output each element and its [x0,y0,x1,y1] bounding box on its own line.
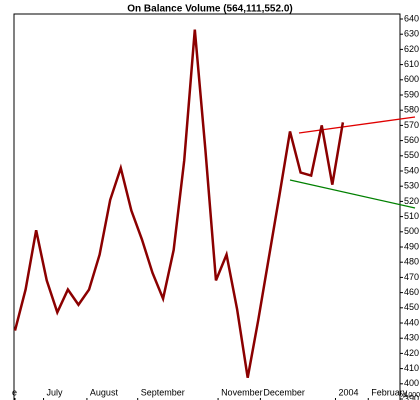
y-tick-label: 390 [404,393,419,400]
y-tick-label: 510 [404,211,419,221]
y-tick-label: 410 [404,363,419,373]
support-trendline [289,179,416,209]
y-tick-label: 530 [404,181,419,191]
y-tick-label: 590 [404,89,419,99]
x-tick-label: December [263,387,305,397]
y-tick-label: 480 [404,257,419,267]
y-tick-label: 450 [404,302,419,312]
x-tick-label: 2004 [338,387,358,397]
obv-line [13,29,345,378]
x-tick-label: e [12,387,17,397]
chart-title: On Balance Volume (564,111,552.0) [127,4,292,15]
y-tick-label: 610 [404,59,419,69]
y-unit-label: x1000 [401,392,420,399]
y-tick-label: 440 [404,317,419,327]
y-tick-label: 470 [404,272,419,282]
x-tick-label: August [90,387,119,397]
y-tick-label: 400 [404,378,419,388]
y-tick-label: 520 [404,196,419,206]
y-tick-label: 460 [404,287,419,297]
y-tick-label: 420 [404,348,419,358]
x-tick-label: February [371,387,408,397]
y-tick-label: 630 [404,29,419,39]
plot-frame [13,13,401,400]
y-tick-label: 620 [404,44,419,54]
y-tick-label: 580 [404,105,419,115]
y-tick-label: 540 [404,165,419,175]
resistance-trendline [298,116,416,134]
x-tick-label: July [47,387,64,397]
y-tick-label: 560 [404,135,419,145]
y-tick-label: 640 [404,13,419,23]
y-tick-label: 570 [404,120,419,130]
y-tick-label: 550 [404,150,419,160]
y-tick-label: 600 [404,74,419,84]
y-tick-label: 430 [404,333,419,343]
y-tick-label: 500 [404,226,419,236]
x-tick-label: November [221,387,263,397]
y-tick-label: 490 [404,241,419,251]
x-tick-label: September [141,387,185,397]
